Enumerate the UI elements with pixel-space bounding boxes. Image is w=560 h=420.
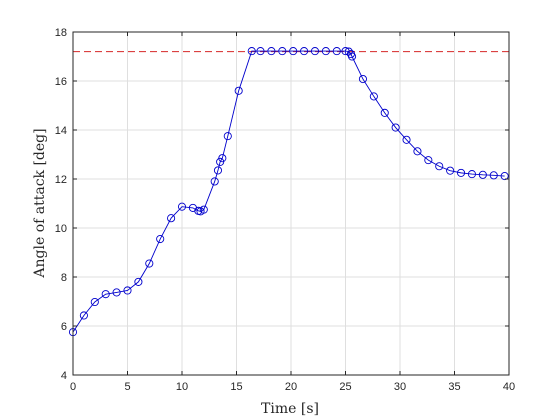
data-point [435, 162, 444, 171]
data-point [446, 166, 455, 175]
y-tick-label: 14 [55, 125, 67, 137]
data-point [223, 132, 232, 141]
x-tick-label: 25 [339, 381, 351, 393]
data-point [467, 170, 476, 179]
tick-labels: 0 5 10 15 20 25 30 35 40 4 6 8 10 12 14 16 18 [55, 27, 515, 393]
data-point [234, 86, 243, 95]
grid [72, 31, 510, 376]
x-tick-label: 15 [230, 381, 242, 393]
series-group [68, 47, 509, 337]
data-point [177, 202, 187, 211]
data-point [500, 172, 509, 181]
data-point [332, 47, 341, 56]
data-point [267, 47, 276, 56]
data-point [101, 290, 110, 299]
data-point [256, 47, 265, 56]
y-axis-label: Angle of attack [deg] [32, 128, 48, 278]
x-tick-label: 40 [503, 381, 515, 393]
y-tick-label: 18 [55, 27, 67, 39]
data-point [199, 205, 208, 214]
x-tick-label: 30 [394, 381, 406, 393]
data-point [210, 177, 219, 186]
y-tick-label: 10 [55, 223, 67, 235]
data-point [79, 311, 88, 320]
y-tick-label: 16 [55, 76, 67, 88]
data-point [213, 166, 223, 175]
series-line [72, 50, 505, 333]
data-point [289, 47, 298, 56]
data-point [300, 47, 309, 56]
data-point [347, 52, 357, 61]
data-point [247, 47, 256, 56]
data-point [391, 123, 400, 132]
data-point [167, 214, 176, 223]
data-point [278, 47, 287, 56]
x-tick-label: 20 [285, 381, 297, 393]
x-tick-label: 10 [176, 381, 188, 393]
x-tick-label: 5 [124, 381, 130, 393]
data-point [310, 47, 320, 56]
data-point [112, 288, 121, 297]
y-tick-label: 4 [61, 370, 67, 382]
data-point [424, 156, 433, 165]
data-point [123, 286, 132, 295]
data-point [369, 92, 378, 101]
data-point [413, 147, 422, 156]
data-point [321, 47, 330, 56]
x-tick-label: 35 [448, 381, 460, 393]
data-point [156, 234, 165, 244]
data-point [478, 170, 487, 179]
y-tick-label: 12 [55, 174, 67, 186]
data-point [134, 277, 143, 286]
data-point [218, 154, 227, 163]
data-point [90, 297, 99, 307]
data-point [358, 74, 367, 84]
data-point [145, 259, 154, 268]
x-axis-label: Time [s] [261, 401, 319, 417]
x-tick-label: 0 [70, 381, 76, 393]
data-point [402, 135, 411, 144]
data-point [456, 168, 466, 177]
y-tick-label: 8 [61, 272, 67, 284]
data-point [380, 108, 389, 117]
y-tick-label: 6 [61, 321, 67, 333]
axes [72, 31, 510, 376]
data-point [489, 171, 498, 180]
